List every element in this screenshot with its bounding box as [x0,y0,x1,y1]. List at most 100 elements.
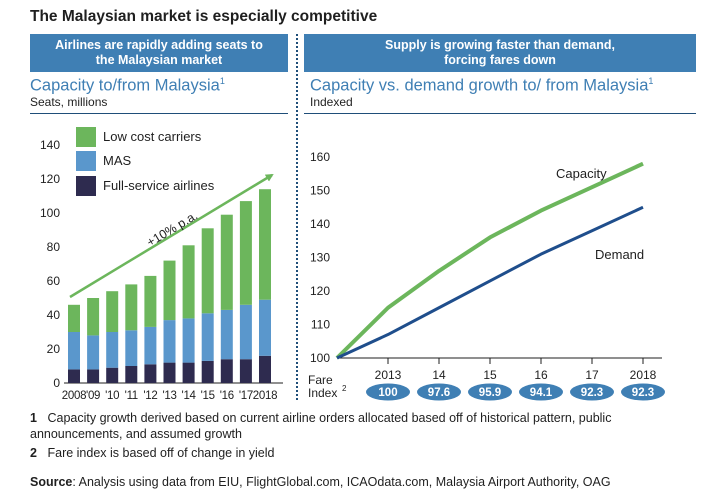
footnote-2: 2 Fare index is based off of change in y… [30,446,275,460]
x-tick-label: '11 [125,390,138,400]
y-tick-label: 110 [311,318,330,332]
fare-index-pill [366,383,410,401]
bar-segment [68,304,80,332]
left-title-rule [30,113,288,114]
x-tick-label: '12 [143,390,157,400]
x-tick-label: '15 [201,390,215,400]
bar-segment [106,291,119,332]
x-tick-label: 2008 [62,390,86,400]
y-tick-label: 120 [310,284,330,298]
left-chart-unit: Seats, millions [30,95,108,109]
fare-index-pill [519,383,563,401]
fare-index-pill [417,383,461,401]
legend-swatch [76,127,96,147]
x-tick-label: '17 [239,390,253,400]
bar-segment [87,335,100,370]
bar-segment [201,360,214,383]
x-tick-label: '10 [105,390,119,400]
y-tick-label: 160 [310,150,330,164]
right-title-rule [304,113,696,114]
fare-index-pill [621,383,665,401]
right-chart-unit: Indexed [310,95,353,109]
demand-line [336,205,644,360]
y-tick-label: 40 [47,308,61,322]
bar-segment [239,304,252,360]
source-note: Source: Analysis using data from EIU, Fl… [30,475,611,489]
growth-arrow [69,173,274,299]
legend-swatch [76,176,96,196]
y-tick-label: 120 [40,172,60,186]
bar-segment [201,313,214,361]
left-banner-line1: Airlines are rapidly adding seats to [55,38,263,52]
bar-segment [144,364,157,383]
bar-segment [125,330,138,366]
bar-segment [163,260,176,321]
bar-segment [220,309,233,360]
fare-index-value: 97.6 [428,387,450,399]
x-tick-label: 2018 [630,368,657,382]
left-banner-line2: the Malaysian market [95,53,223,67]
y-tick-label: 20 [47,342,61,356]
bar-segment [144,326,157,365]
bar-segment [201,228,214,314]
x-tick-label: 2018 [253,390,277,400]
x-tick-label: 14 [432,368,446,382]
growth-label: +10% p.a. [144,208,200,249]
bar-segment [106,367,119,383]
bar-segment [144,275,157,327]
fare-index-pill [468,383,512,401]
x-tick-label: '13 [162,390,176,400]
x-tick-label: '16 [220,390,234,400]
right-chart-title: Capacity vs. demand growth to/ from Mala… [310,76,654,95]
bar-segment [125,284,138,331]
fare-index-value: 94.1 [530,387,553,399]
x-tick-label: 2013 [375,368,402,382]
capacity-bar-chart: 0 20 40 60 80 100 120 140 2008'09 '10 '11 '12 '13 '14… [40,127,283,400]
bar-segment [68,332,80,370]
bar-segment [259,189,271,300]
y-tick-label: 0 [53,376,60,390]
bar-segment [182,245,195,319]
fare-index-label-line2: Index [308,386,337,400]
footnote-1: 1 Capacity growth derived based on curre… [30,411,612,441]
bar-segment [125,366,138,383]
fare-index-label-line1: Fare [308,373,333,387]
y-tick-label: 80 [47,240,61,254]
bar-segment [239,201,252,305]
bar-segment [220,214,233,310]
bar-segment [163,320,176,363]
page-title: The Malaysian market is especially compe… [30,8,378,25]
capacity-label: Capacity [556,166,607,181]
left-panel-banner: Airlines are rapidly adding seats to the… [30,34,288,72]
y-tick-label: 140 [310,217,330,231]
x-tick-label: 17 [585,368,599,382]
y-tick-label: 100 [310,351,330,365]
fare-index-value: 92.3 [581,387,603,399]
right-banner-line2: forcing fares down [444,53,556,67]
left-chart-title: Capacity to/from Malaysia1 [30,76,225,95]
fare-index-value: 92.3 [632,387,654,399]
fare-index-value: 100 [378,387,397,399]
legend-label: Full-service airlines [103,178,215,193]
y-tick-label: 60 [47,274,61,288]
bar-segment [106,332,119,368]
right-banner-line1: Supply is growing faster than demand, [385,38,615,52]
x-tick-label: '09 [86,390,100,400]
y-tick-label: 140 [40,138,60,152]
bar-segment [182,318,195,363]
fare-index-value: 95.9 [479,387,501,399]
bar-segment [220,359,233,383]
capacity-demand-line-chart: 100 110 120 130 140 150 160 2013 14 15 16 17 2018 Cap… [308,150,665,401]
x-tick-label: 15 [483,368,497,382]
legend-label: Low cost carriers [103,129,202,144]
bar-segment [182,362,195,383]
fare-index-label-sup: 2 [342,384,347,393]
x-tick-label: 16 [534,368,548,382]
legend-swatch [76,151,96,171]
bar-segment [87,298,100,336]
demand-label: Demand [595,247,644,262]
bar-segment [259,355,271,383]
bar-segment [259,299,271,356]
bar-segment [87,369,100,383]
x-tick-label: '14 [182,390,197,400]
